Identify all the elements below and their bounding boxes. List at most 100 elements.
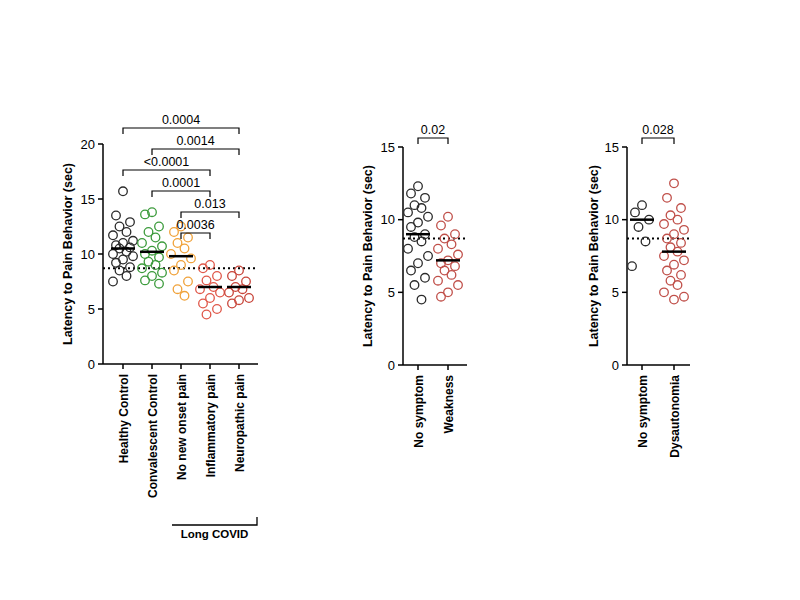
data-point — [634, 223, 643, 232]
x-tick — [151, 364, 153, 369]
plot-data — [627, 179, 690, 304]
y-tick-label: 15 — [81, 192, 95, 207]
plot-data — [103, 187, 258, 319]
background — [0, 0, 800, 600]
data-point — [631, 208, 640, 217]
data-point — [407, 223, 416, 232]
significance-bracket — [642, 138, 674, 144]
data-point — [417, 295, 426, 304]
data-point — [184, 277, 193, 286]
mean-line — [111, 247, 135, 250]
y-axis — [626, 147, 628, 365]
x-tick-label: Convalescent Control — [146, 374, 160, 498]
y-tick-label: 0 — [88, 357, 95, 372]
data-point — [158, 242, 167, 251]
data-point — [122, 272, 131, 281]
chart-panel: 051015Latency to Pain Behavior (sec)No s… — [361, 123, 467, 448]
data-point — [410, 281, 419, 290]
data-point — [225, 288, 234, 297]
data-point — [158, 268, 167, 277]
mean-line — [198, 286, 222, 289]
y-tick-label: 10 — [81, 247, 95, 262]
data-point — [119, 187, 128, 196]
y-tick-label: 15 — [381, 140, 395, 155]
y-tick-label: 10 — [381, 212, 395, 227]
significance-bracket — [418, 138, 448, 144]
data-point — [155, 222, 164, 231]
x-tick — [122, 364, 124, 369]
data-point — [680, 292, 689, 301]
mean-line — [406, 233, 430, 236]
y-axis — [402, 147, 404, 365]
y-tick-label: 0 — [612, 358, 619, 373]
data-point — [663, 266, 672, 275]
y-tick-label: 0 — [388, 358, 395, 373]
data-point — [216, 288, 225, 297]
data-point — [228, 299, 237, 308]
y-tick — [622, 146, 627, 148]
data-point — [122, 228, 131, 237]
plot-data — [403, 182, 467, 304]
mean-line — [140, 251, 164, 254]
y-axis-label: Latency to Pain Behavior (sec) — [61, 163, 75, 345]
data-point — [141, 276, 150, 285]
chart-panel: 051015Latency to Pain Behavior (sec)No s… — [587, 123, 690, 458]
figure: 05101520Latency to Pain Behavior (sec)He… — [0, 0, 800, 600]
data-point — [660, 220, 669, 229]
p-value-label: 0.0001 — [162, 176, 200, 190]
p-value-label: 0.02 — [421, 123, 445, 137]
data-point — [454, 281, 463, 290]
mean-line — [436, 259, 460, 262]
data-point — [173, 285, 182, 294]
data-point — [155, 279, 164, 288]
y-tick — [622, 219, 627, 221]
data-point — [444, 212, 453, 221]
y-tick — [98, 198, 103, 200]
figure-root: 05101520Latency to Pain Behavior (sec)He… — [0, 0, 800, 600]
p-value-label: 0.0004 — [162, 113, 200, 127]
data-point — [404, 244, 413, 253]
data-point — [673, 281, 682, 290]
y-axis-label: Latency to Pain Behavior (sec) — [587, 165, 601, 347]
data-point — [184, 233, 193, 242]
y-tick-label: 10 — [605, 212, 619, 227]
data-point — [228, 272, 237, 281]
data-point — [129, 252, 138, 261]
p-value-label: 0.028 — [642, 123, 673, 137]
data-point — [677, 271, 686, 280]
x-tick-label: Inflammatory pain — [204, 374, 218, 477]
data-point — [126, 218, 135, 227]
y-tick — [98, 253, 103, 255]
chart-panel: 05101520Latency to Pain Behavior (sec)He… — [61, 113, 258, 540]
x-tick — [673, 365, 675, 370]
data-point — [670, 295, 679, 304]
x-tick-label: No symptom — [412, 375, 426, 448]
y-tick — [98, 308, 103, 310]
data-point — [421, 194, 430, 203]
significance-bracket — [181, 233, 210, 239]
p-value-label: 0.013 — [194, 197, 225, 211]
x-tick — [447, 365, 449, 370]
y-tick-label: 5 — [612, 285, 619, 300]
mean-line — [662, 250, 686, 253]
data-point — [447, 240, 456, 249]
data-point — [180, 244, 189, 253]
data-point — [151, 233, 160, 242]
data-point — [421, 274, 430, 283]
data-point — [213, 272, 222, 281]
y-tick — [98, 363, 103, 365]
data-point — [424, 212, 433, 221]
y-tick — [622, 292, 627, 294]
data-point — [660, 252, 669, 261]
data-point — [677, 204, 686, 213]
group-bracket — [172, 517, 257, 525]
data-point — [407, 266, 416, 275]
data-point — [437, 221, 446, 230]
x-tick-label: No symptom — [636, 375, 650, 448]
y-tick — [398, 146, 403, 148]
data-point — [199, 264, 208, 273]
data-point — [641, 237, 650, 246]
x-tick — [180, 364, 182, 369]
data-point — [138, 239, 147, 248]
data-point — [663, 194, 672, 203]
